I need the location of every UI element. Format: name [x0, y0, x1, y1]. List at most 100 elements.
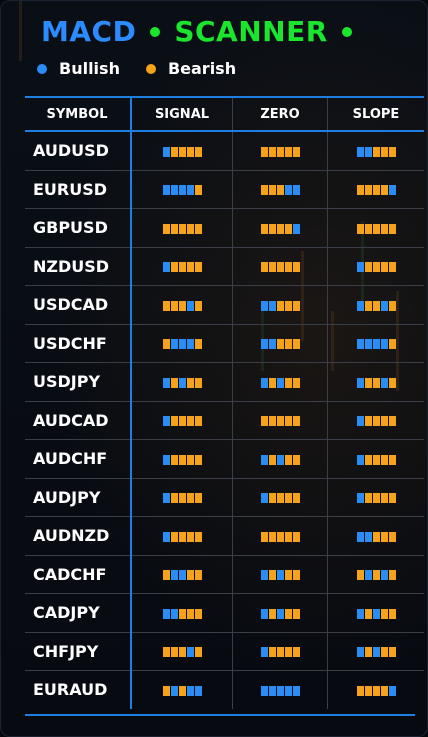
bullish-bar	[186, 685, 194, 696]
bearish-bar	[170, 377, 178, 388]
table-row[interactable]: AUDCAD	[25, 401, 424, 440]
symbol-cell[interactable]: USDJPY	[25, 362, 131, 402]
bearish-bar	[268, 454, 276, 465]
bearish-bar	[268, 262, 276, 273]
bullish-bar	[364, 339, 372, 350]
symbol-cell[interactable]: CADCHF	[25, 555, 131, 594]
symbol-cell[interactable]: GBPUSD	[25, 208, 131, 248]
symbol-cell[interactable]: EURAUD	[33, 680, 108, 700]
symbol-cell[interactable]: AUDUSD	[25, 131, 131, 171]
slope-indicator	[356, 185, 396, 196]
slope-cell	[327, 632, 424, 671]
bullish-bar	[162, 146, 170, 157]
symbol-cell[interactable]: AUDNZD	[25, 516, 131, 556]
bearish-bar	[372, 531, 380, 542]
table-row[interactable]: USDCHF	[25, 324, 424, 363]
slope-cell	[327, 285, 424, 325]
bullish-bar	[284, 685, 292, 696]
bullish-bar	[276, 454, 284, 465]
bearish-bar	[388, 262, 396, 273]
bullish-bar	[268, 685, 276, 696]
table-row[interactable]: AUDNZD	[25, 516, 424, 556]
bearish-bar	[388, 146, 396, 157]
zero-cell	[232, 593, 328, 633]
table-row[interactable]: AUDUSD	[25, 131, 424, 171]
bearish-bar	[194, 570, 202, 581]
table-row[interactable]: USDCAD	[25, 285, 424, 325]
symbol-cell[interactable]: AUDCHF	[25, 439, 131, 479]
slope-indicator	[356, 300, 396, 311]
table-row[interactable]: EURUSD	[25, 170, 424, 209]
bullish-bar	[380, 339, 388, 350]
symbol-cell[interactable]: NZDUSD	[25, 247, 131, 286]
bearish-bar	[292, 262, 300, 273]
zero-cell	[232, 516, 328, 556]
title-macd: MACD	[41, 15, 137, 48]
bearish-bar	[186, 608, 194, 619]
zero-indicator	[260, 454, 300, 465]
table-row[interactable]: USDJPY	[25, 362, 424, 402]
slope-indicator	[356, 454, 396, 465]
bearish-bar	[162, 570, 170, 581]
scanner-table: SYMBOL SIGNAL ZERO SLOPE AUDUSD EURUSD GBP…	[25, 96, 424, 709]
zero-cell	[232, 131, 328, 171]
bearish-bar	[292, 146, 300, 157]
bullish-bar	[178, 377, 186, 388]
symbol-cell[interactable]: EURUSD	[25, 170, 131, 209]
bearish-bar	[356, 223, 364, 234]
bullish-bar	[356, 262, 364, 273]
symbol-cell[interactable]: USDCHF	[25, 324, 131, 363]
zero-cell	[232, 670, 328, 709]
bearish-bar	[388, 339, 396, 350]
bearish-bar	[388, 377, 396, 388]
table-row[interactable]: AUDJPY	[25, 478, 424, 517]
table-row[interactable]: NZDUSD	[25, 247, 424, 286]
bearish-bar	[268, 493, 276, 504]
signal-indicator	[162, 146, 202, 157]
slope-indicator	[356, 570, 396, 581]
bullish-bar	[260, 339, 268, 350]
table-row[interactable]: CHFJPY	[25, 632, 424, 671]
slope-indicator	[356, 262, 396, 273]
bearish-bar	[276, 146, 284, 157]
bullish-bar	[178, 185, 186, 196]
bearish-bar	[260, 223, 268, 234]
bearish-bar	[380, 685, 388, 696]
table-row[interactable]: CADCHF	[25, 555, 424, 594]
slope-cell	[327, 670, 424, 709]
bearish-bar	[292, 454, 300, 465]
zero-indicator	[260, 570, 300, 581]
bullish-bar	[356, 647, 364, 658]
bearish-bar	[268, 531, 276, 542]
zero-indicator	[260, 608, 300, 619]
bearish-bar	[292, 647, 300, 658]
bearish-bar	[194, 608, 202, 619]
table-row[interactable]: GBPUSD	[25, 208, 424, 248]
symbol-cell[interactable]: CHFJPY	[25, 632, 131, 671]
zero-cell	[232, 208, 328, 248]
table-row[interactable]: AUDCHF	[25, 439, 424, 479]
bearish-bar	[186, 223, 194, 234]
bearish-bar	[364, 416, 372, 427]
bullish-bar	[162, 531, 170, 542]
signal-cell	[130, 670, 233, 709]
signal-cell	[130, 478, 233, 517]
bearish-bar	[380, 531, 388, 542]
bearish-bar	[284, 416, 292, 427]
column-header-signal: SIGNAL	[130, 96, 233, 132]
symbol-cell[interactable]: CADJPY	[25, 593, 131, 633]
signal-indicator	[162, 223, 202, 234]
bullish-bar	[260, 570, 268, 581]
legend-bearish: Bearish	[145, 59, 236, 78]
bearish-bar	[170, 531, 178, 542]
table-row[interactable]: CADJPY	[25, 593, 424, 633]
symbol-cell[interactable]: AUDCAD	[25, 401, 131, 440]
table-row[interactable]: EURAUD	[25, 670, 424, 709]
bullish-bar	[186, 185, 194, 196]
bearish-bar	[380, 608, 388, 619]
signal-indicator	[162, 685, 202, 696]
symbol-cell[interactable]: AUDJPY	[25, 478, 131, 517]
zero-indicator	[260, 685, 300, 696]
symbol-cell[interactable]: USDCAD	[25, 285, 131, 325]
